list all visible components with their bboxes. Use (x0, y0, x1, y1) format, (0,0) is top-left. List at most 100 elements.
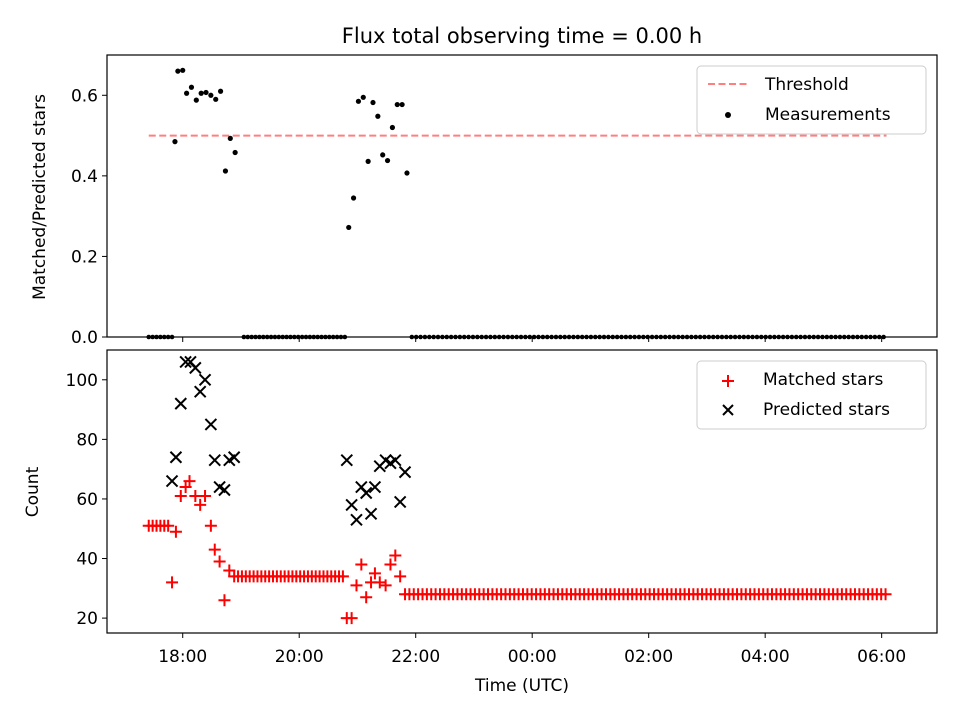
legend-matched-swatch (722, 375, 734, 387)
matched-point (389, 549, 402, 562)
top-legend-box (696, 65, 927, 135)
measurement-point (208, 92, 214, 98)
predicted-point (364, 507, 378, 521)
matched-point (199, 489, 212, 502)
measurement-point (175, 68, 181, 74)
legend-predicted-swatch (722, 404, 734, 416)
bottom-x-axis: 18:00 20:00 22:00 00:00 02:00 04:00 06:00 (158, 633, 906, 667)
matched-point (345, 612, 358, 625)
predicted-point (179, 355, 192, 369)
measurement-point (394, 101, 400, 108)
top-y-axis: 0.0 0.2 0.4 0.6 (71, 86, 107, 348)
matched-point (162, 519, 175, 532)
measurement-point (193, 97, 199, 103)
predicted-point (350, 513, 363, 527)
bottom-y-tick-label: 100 (66, 371, 98, 391)
top-y-tick-label: 0.4 (71, 167, 98, 187)
measurement-point (232, 149, 238, 156)
bottom-y-tick-label: 20 (76, 609, 98, 629)
predicted-point (193, 385, 207, 398)
predicted-point (189, 361, 202, 375)
matched-point (213, 555, 226, 568)
measurement-point (346, 224, 352, 231)
bottom-y-tick-label: 40 (76, 550, 98, 570)
matched-point (879, 588, 892, 601)
matched-point (166, 576, 179, 589)
predicted-point (198, 373, 212, 386)
matched-point (336, 570, 349, 583)
legend-measurements-swatch (725, 112, 731, 118)
measurement-point (375, 113, 381, 119)
matched-point (228, 570, 241, 583)
measurement-point (350, 195, 357, 201)
measurement-point (389, 124, 396, 131)
bottom-y-axis: 20 40 60 80 100 (66, 371, 107, 629)
predicted-point (398, 465, 412, 479)
measurement-point (217, 88, 224, 94)
bottom-legend-box (696, 360, 927, 430)
measurement-point (399, 101, 405, 108)
matched-point (384, 558, 397, 571)
matched-point (373, 576, 386, 589)
measurement-point (213, 96, 219, 102)
x-tick-label: 22:00 (391, 647, 440, 667)
top-y-axis-label: Matched/Predicted stars (30, 94, 50, 300)
x-tick-label: 20:00 (275, 647, 324, 667)
matched-point (379, 579, 392, 592)
measurement-point (188, 84, 195, 90)
measurement-point (365, 158, 371, 164)
predicted-point (165, 474, 179, 488)
matched-point (174, 489, 187, 502)
matched-point (183, 475, 196, 488)
measurement-point (198, 90, 204, 96)
x-axis-label: Time (UTC) (474, 676, 569, 696)
x-tick-label: 04:00 (741, 647, 790, 667)
bottom-panel: 20 40 60 80 100 18:00 20:00 22:00 00:00 02:00 04:… (23, 349, 938, 696)
measurement-point (222, 168, 229, 174)
measurement-point (360, 94, 366, 100)
matched-point (394, 570, 407, 583)
chart-title: Flux total observing time = 0.00 h (342, 24, 702, 48)
top-y-tick-label: 0.2 (71, 247, 98, 267)
legend-measurements-label: Measurements (765, 105, 891, 125)
top-panel: 0.0 0.2 0.4 0.6 Matched/Predicted stars Thr… (30, 54, 938, 348)
matched-point (204, 519, 217, 532)
x-tick-label: 18:00 (158, 647, 207, 667)
predicted-point (227, 451, 241, 464)
matched-point (194, 498, 207, 511)
predicted-point (368, 480, 382, 494)
matched-point (368, 567, 381, 580)
predicted-point (393, 495, 407, 509)
x-tick-label: 06:00 (857, 647, 906, 667)
predicted-point (208, 454, 221, 467)
measurement-point (380, 152, 386, 158)
top-x-ticks (182, 337, 883, 342)
bottom-axes-frame (106, 349, 938, 634)
predicted-point (359, 486, 373, 500)
measurement-point (184, 90, 190, 96)
x-tick-label: 00:00 (508, 647, 557, 667)
matched-point (218, 594, 231, 607)
legend-matched-label: Matched stars (763, 370, 883, 390)
predicted-point (340, 454, 353, 467)
matched-point (208, 543, 221, 556)
measurement-point (180, 67, 186, 73)
bottom-y-axis-label: Count (23, 466, 43, 517)
measurement-point (370, 99, 376, 106)
measurement-point (203, 89, 209, 96)
top-axes-frame (106, 54, 938, 338)
bottom-y-tick-label: 60 (76, 490, 98, 510)
matched-point (350, 579, 363, 592)
legend-threshold-label: Threshold (764, 75, 849, 95)
measurement-point (172, 139, 178, 145)
measurement-point (404, 170, 410, 176)
predicted-point (174, 397, 187, 410)
matched-point (355, 558, 368, 571)
bottom-y-tick-label: 80 (76, 430, 98, 450)
measurement-point (227, 135, 233, 141)
predicted-point (169, 451, 183, 464)
top-y-tick-label: 0.0 (71, 328, 98, 348)
predicted-point (345, 498, 358, 512)
top-marks (146, 67, 887, 340)
top-y-tick-label: 0.6 (71, 86, 98, 106)
